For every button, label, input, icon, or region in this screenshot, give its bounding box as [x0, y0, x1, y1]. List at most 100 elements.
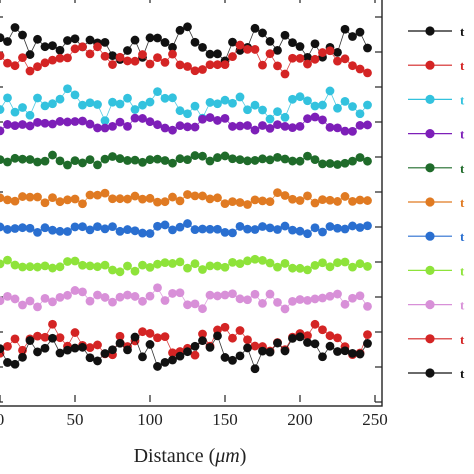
data-point	[228, 98, 237, 108]
data-point	[205, 194, 215, 204]
data-point	[123, 46, 132, 55]
data-point	[33, 227, 42, 237]
data-point	[33, 93, 42, 103]
data-point	[228, 52, 237, 61]
data-point	[250, 364, 260, 374]
legend-item-6: t	[408, 195, 465, 210]
legend-marker	[425, 334, 435, 344]
data-point	[205, 290, 215, 300]
data-point	[168, 259, 177, 268]
data-point	[168, 93, 177, 103]
data-point	[78, 287, 87, 297]
data-point	[280, 346, 290, 356]
data-point	[55, 262, 65, 272]
data-point	[85, 296, 95, 306]
data-point	[273, 188, 282, 198]
data-point	[333, 197, 342, 206]
data-point	[280, 221, 290, 231]
data-point	[243, 105, 252, 115]
data-point	[333, 160, 342, 169]
data-point	[78, 100, 87, 110]
data-point	[205, 98, 215, 107]
data-point	[363, 196, 372, 205]
data-point	[310, 339, 320, 349]
series-8	[0, 254, 372, 277]
data-point	[0, 296, 5, 306]
data-point	[48, 119, 57, 129]
data-point	[288, 53, 297, 63]
data-point	[363, 100, 372, 110]
data-point	[220, 113, 230, 123]
data-point	[198, 42, 207, 52]
data-point	[160, 93, 170, 103]
data-point	[303, 265, 312, 275]
data-point	[363, 262, 372, 271]
data-point	[138, 194, 147, 204]
data-point	[325, 291, 335, 301]
data-point	[78, 222, 87, 232]
legend-marker	[425, 94, 435, 104]
x-tick-label: 250	[362, 410, 388, 429]
data-point	[85, 119, 95, 129]
series-6	[0, 188, 372, 209]
data-point	[33, 262, 42, 272]
legend-label: t	[460, 366, 465, 381]
data-point	[100, 260, 110, 270]
legend-item-5: t	[408, 161, 465, 176]
data-point	[175, 257, 185, 267]
data-point	[130, 105, 140, 114]
data-point	[3, 341, 12, 351]
data-point	[325, 195, 335, 205]
data-point	[318, 352, 327, 362]
data-point	[63, 345, 72, 355]
data-point	[55, 117, 65, 126]
data-point	[40, 198, 50, 208]
data-point	[363, 120, 372, 130]
data-point	[190, 122, 200, 132]
data-point	[138, 50, 147, 59]
data-point	[145, 340, 155, 349]
data-point	[310, 319, 320, 329]
data-point	[235, 326, 245, 335]
data-point	[168, 158, 177, 168]
legend-label: t	[460, 161, 465, 176]
legend-item-4: t	[408, 127, 465, 142]
data-point	[115, 117, 125, 127]
data-point	[160, 357, 170, 367]
data-point	[168, 42, 177, 52]
data-point	[40, 223, 50, 233]
data-point	[265, 258, 275, 268]
data-point	[55, 197, 65, 207]
data-point	[25, 223, 35, 233]
data-point	[310, 294, 320, 304]
data-point	[153, 120, 162, 130]
legend-item-11: t	[408, 366, 465, 381]
data-point	[70, 34, 80, 44]
data-point	[153, 362, 162, 371]
data-point	[48, 333, 57, 343]
data-point	[348, 196, 357, 206]
data-point	[138, 260, 147, 270]
x-tick-label: 100	[137, 410, 163, 429]
data-point	[265, 36, 275, 46]
data-point	[78, 342, 87, 352]
data-point	[55, 156, 65, 166]
data-point	[235, 92, 245, 102]
x-tick-label: 0	[0, 410, 4, 429]
data-point	[190, 66, 200, 76]
data-point	[363, 43, 372, 53]
data-point	[273, 225, 282, 234]
data-point	[190, 101, 200, 111]
legend-label: t	[460, 195, 465, 210]
data-point	[273, 338, 282, 348]
data-point	[3, 37, 12, 46]
data-point	[18, 154, 27, 164]
data-point	[160, 197, 170, 207]
data-point	[183, 109, 192, 119]
data-point	[108, 222, 117, 232]
legend-marker	[425, 129, 435, 139]
data-point	[318, 159, 327, 169]
data-point	[78, 116, 87, 126]
data-point	[265, 197, 275, 207]
